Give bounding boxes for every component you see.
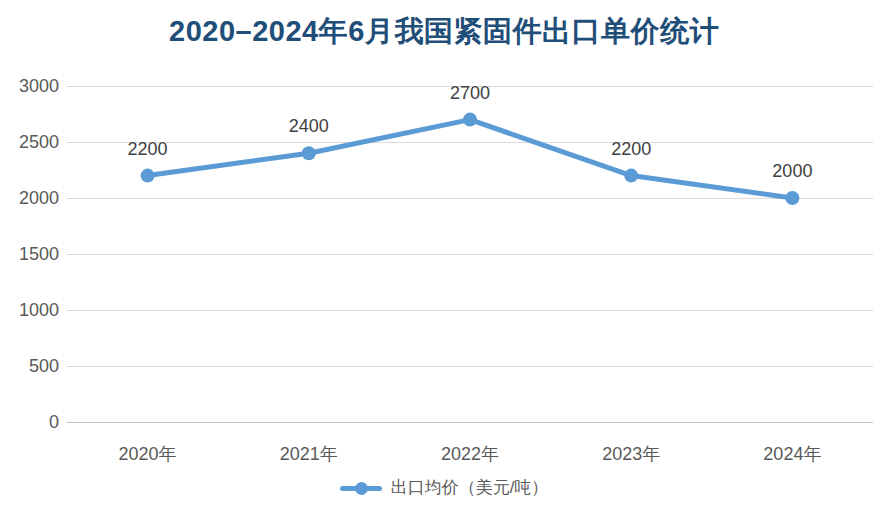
data-point-marker [463, 113, 477, 127]
data-point-marker [785, 191, 799, 205]
legend-dot-icon [355, 482, 368, 495]
data-point-marker [141, 169, 155, 183]
legend: 出口均价（美元/吨） [0, 476, 888, 499]
line-series [0, 0, 888, 512]
legend-label: 出口均价（美元/吨） [391, 476, 549, 499]
data-point-marker [624, 169, 638, 183]
series-line [148, 120, 793, 198]
legend-line-marker-icon [340, 481, 382, 495]
chart: 2020–2024年6月我国紧固件出口单价统计 0500100015002000… [0, 0, 888, 512]
data-point-marker [302, 146, 316, 160]
